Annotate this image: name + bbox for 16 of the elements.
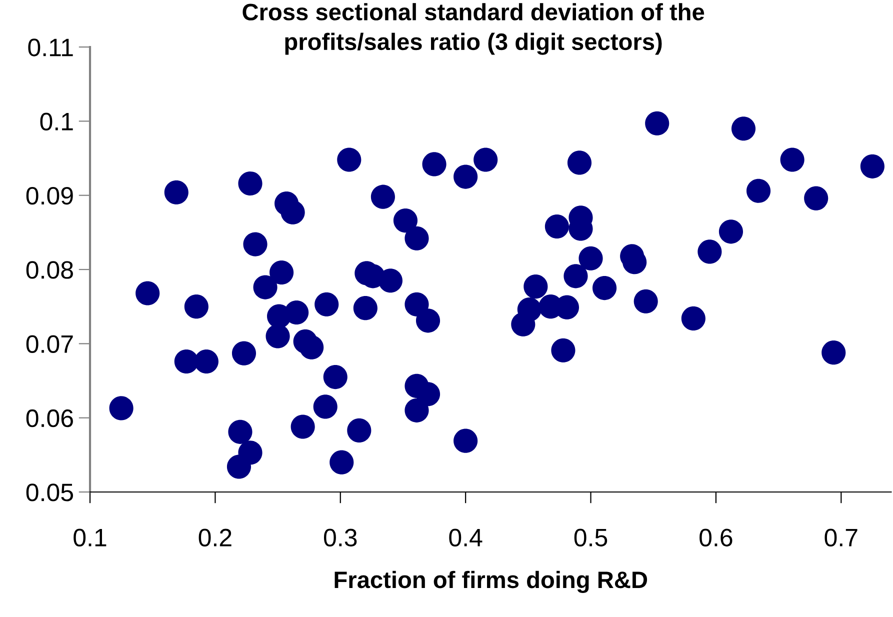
y-tick-label: 0.07 [26, 335, 73, 353]
y-tick-label: 0.05 [26, 484, 73, 502]
x-tick-label: 0.7 [824, 528, 858, 546]
y-tick-label: 0.11 [28, 38, 73, 56]
chart-title: Cross sectional standard deviation of the profits/sales ratio (3 digit sectors) [242, 3, 704, 55]
x-tick-label: 0.6 [700, 528, 732, 546]
y-tick-label: 0.06 [26, 409, 73, 428]
x-tick-label: 0.3 [324, 528, 357, 546]
x-tick-label: 0.2 [198, 528, 232, 546]
y-tick-label: 0.09 [26, 186, 73, 205]
x-tick-label: 0.1 [74, 528, 106, 546]
y-tick-label: 0.1 [40, 112, 73, 130]
x-tick-label: 0.4 [449, 528, 482, 546]
x-tick-label: 0.5 [574, 528, 608, 546]
x-axis-title: Fraction of firms doing R&D [334, 570, 648, 593]
y-tick-label: 0.08 [26, 261, 73, 279]
